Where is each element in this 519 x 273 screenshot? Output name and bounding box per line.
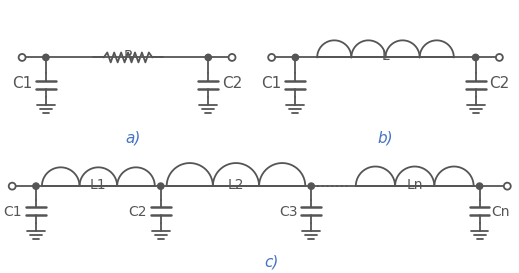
Circle shape xyxy=(43,54,49,61)
Text: C2: C2 xyxy=(489,76,510,91)
Text: C3: C3 xyxy=(279,205,297,219)
Circle shape xyxy=(292,54,298,61)
Circle shape xyxy=(504,183,511,190)
Circle shape xyxy=(472,54,479,61)
Text: b): b) xyxy=(378,131,393,146)
Circle shape xyxy=(308,183,315,189)
Circle shape xyxy=(33,183,39,189)
Circle shape xyxy=(19,54,25,61)
Circle shape xyxy=(268,54,275,61)
Text: Ln: Ln xyxy=(407,178,424,192)
Circle shape xyxy=(205,54,211,61)
Text: R: R xyxy=(123,49,133,63)
Circle shape xyxy=(158,183,164,189)
Text: C1: C1 xyxy=(261,76,281,91)
Circle shape xyxy=(228,54,236,61)
Text: L2: L2 xyxy=(228,178,244,192)
Circle shape xyxy=(496,54,503,61)
Text: a): a) xyxy=(125,131,141,146)
Text: L: L xyxy=(381,49,389,63)
Text: c): c) xyxy=(265,254,279,269)
Text: L1: L1 xyxy=(90,178,107,192)
Text: C2: C2 xyxy=(128,205,147,219)
Text: C2: C2 xyxy=(222,76,242,91)
Text: C1: C1 xyxy=(12,76,32,91)
Circle shape xyxy=(476,183,483,189)
Text: C1: C1 xyxy=(4,205,22,219)
Circle shape xyxy=(9,183,16,190)
Text: Cn: Cn xyxy=(491,205,510,219)
